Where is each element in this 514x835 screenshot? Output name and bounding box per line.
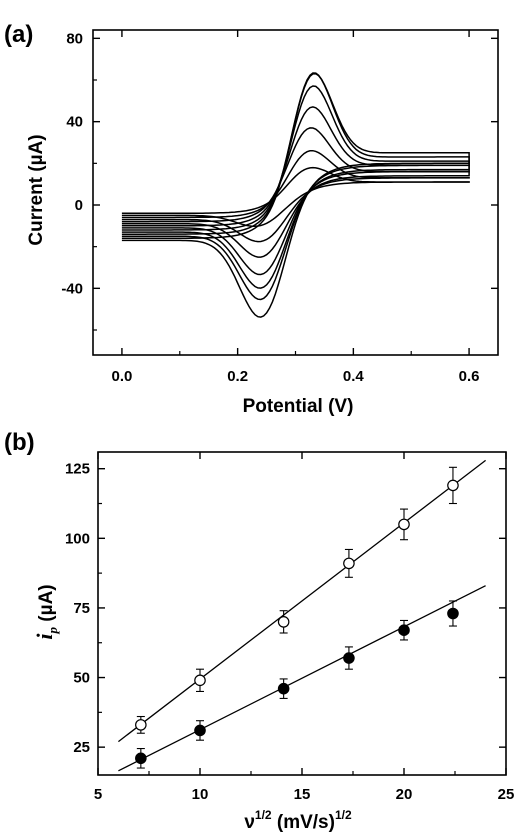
panel-a-plot-frame: [92, 29, 499, 356]
panel-b-x-tick-label: 5: [94, 786, 102, 803]
panel-b-y-ticks: 25 50 75 100 125: [65, 461, 506, 756]
panel-b-plot-frame: [97, 451, 507, 776]
panel-a-y-tick-label: 40: [66, 114, 83, 131]
panel-b-y-tick-label: 50: [73, 670, 90, 687]
cv-curve: [121, 127, 470, 258]
panel-b-y-tick-label: 75: [73, 600, 90, 617]
panel-b-y-tick-label: 25: [73, 739, 90, 756]
panel-a-y-ticks: -40 0 40 80: [61, 30, 498, 331]
open-data-point: [447, 479, 459, 492]
panel-b-x-tick-label: 10: [192, 786, 209, 803]
panel-a-x-ticks: 0.0 0.2 0.4 0.6: [111, 30, 480, 385]
filled-data-point: [447, 607, 459, 620]
panel-a-y-axis-title: Current (µA): [26, 134, 47, 245]
filled-data-point: [194, 724, 206, 737]
open-data-point: [135, 719, 147, 731]
open-data-point: [194, 674, 206, 687]
panel-b-x-ticks: 5 10 15 20 25: [94, 452, 514, 803]
panel-b-y-axis-title: ip (µA): [32, 584, 60, 639]
panel-b-x-tick-label: 15: [294, 786, 311, 803]
filled-data-point: [398, 624, 410, 637]
panel-b-y-axis-symbol: i: [32, 633, 57, 640]
panel-b-y-axis-sub: p: [45, 626, 60, 634]
panel-b-x-axis-symbol: ν: [244, 812, 255, 833]
filled-data-point: [343, 652, 355, 664]
panel-b-y-tick-label: 100: [65, 530, 90, 547]
panel-b-x-tick-label: 25: [498, 786, 514, 803]
filled-data-point: [135, 752, 147, 765]
panel-b-y-axis-unit: (µA): [36, 584, 57, 627]
open-data-point: [343, 557, 355, 570]
panel-a-x-tick-label: 0.6: [459, 368, 480, 385]
open-data-point: [277, 616, 290, 628]
fit-line: [118, 585, 486, 772]
panel-a-y-tick-label: -40: [61, 280, 83, 297]
panel-b-x-axis-title: ν1/2 (mV/s)1/2: [244, 808, 352, 833]
cv-curve: [121, 72, 470, 318]
panel-a-y-tick-label: 0: [75, 197, 83, 214]
cv-curve: [121, 106, 470, 276]
panel-a-x-tick-label: 0.2: [227, 368, 248, 385]
panel-b-data-points: [135, 466, 459, 769]
panel-a-curves: [121, 72, 470, 318]
panel-a-x-axis-title: Potential (V): [243, 396, 354, 417]
panel-a-x-tick-label: 0.0: [111, 368, 132, 385]
panel-b-fit-lines: [118, 459, 486, 772]
panel-b-label: (b): [4, 429, 35, 456]
panel-a-y-tick-label: 80: [66, 30, 83, 47]
panel-b-y-tick-label: 125: [65, 461, 90, 478]
panel-b-x-axis-unit-sup: 1/2: [335, 808, 352, 822]
fit-line: [118, 459, 486, 743]
filled-data-point: [277, 682, 290, 695]
cv-curve: [121, 72, 470, 301]
panel-b-x-axis-unit: (mV/s): [272, 812, 335, 833]
cv-curve: [121, 149, 470, 243]
panel-a-label: (a): [4, 21, 33, 48]
panel-b-x-axis-sup: 1/2: [255, 808, 272, 822]
open-data-point: [398, 518, 410, 531]
panel-b-x-tick-label: 20: [396, 786, 413, 803]
panel-a-x-tick-label: 0.4: [343, 368, 365, 385]
